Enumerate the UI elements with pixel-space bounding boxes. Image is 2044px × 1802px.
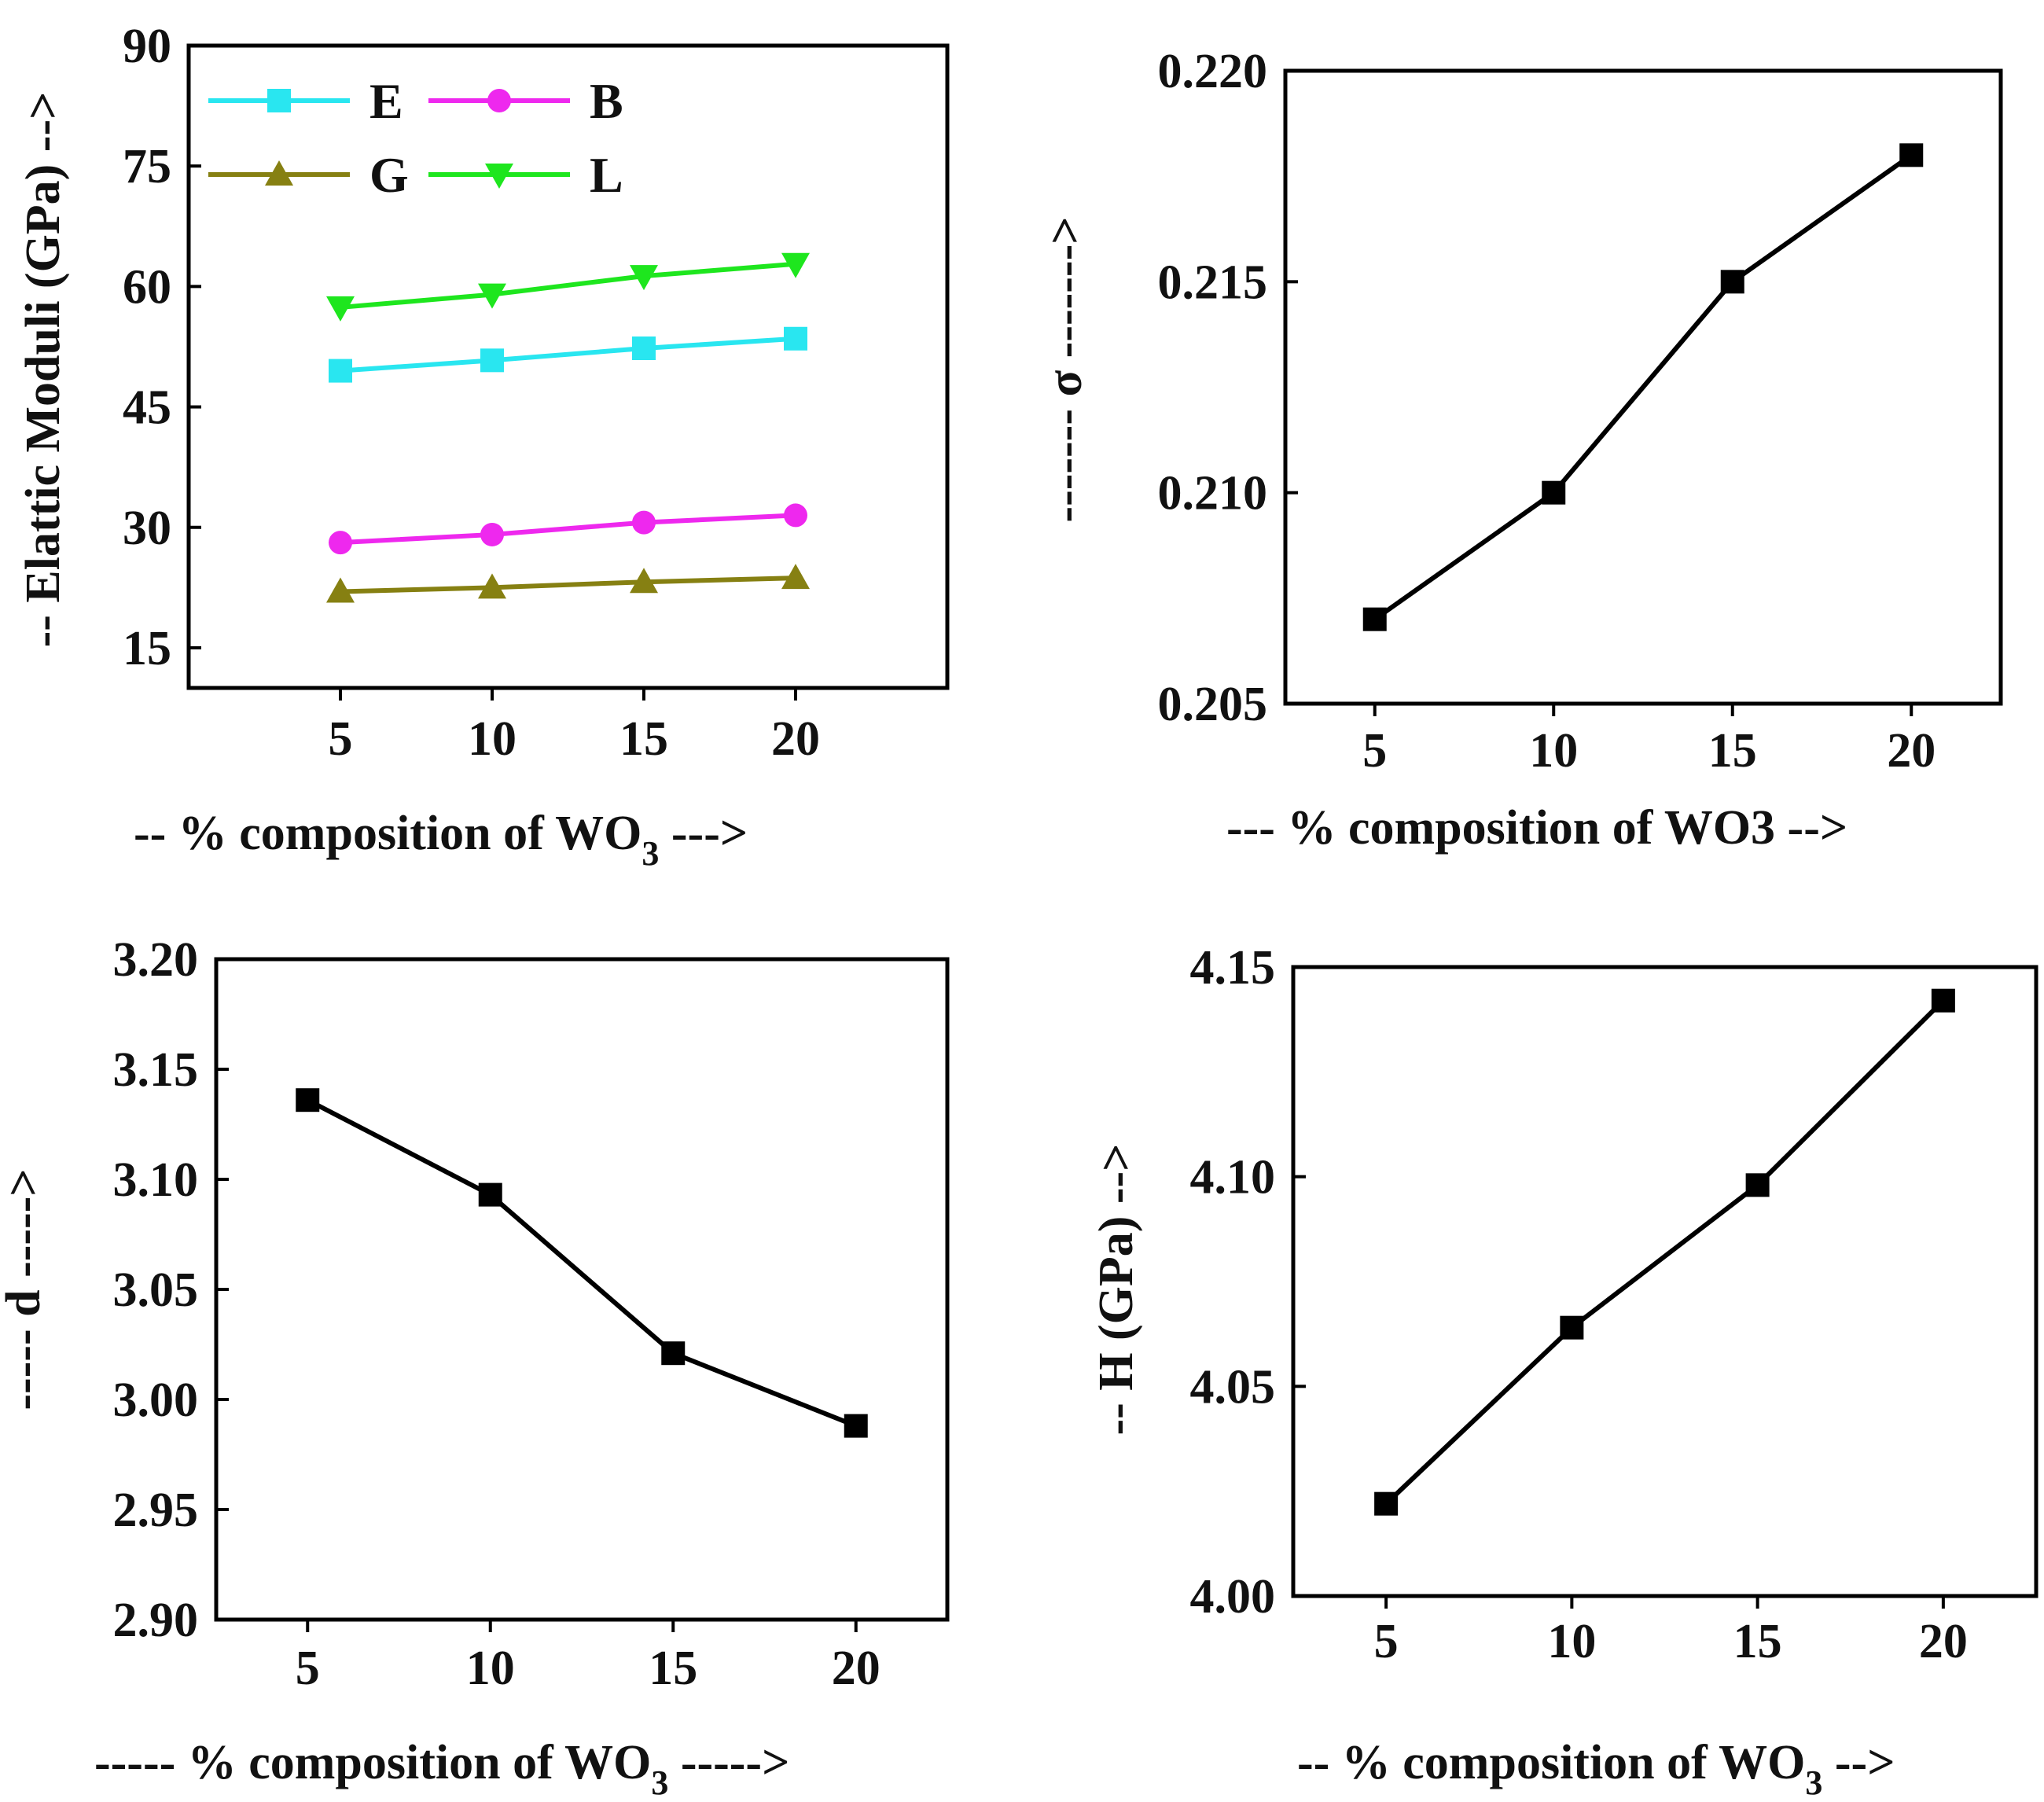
- x-axis-title: -- % composition of WO3 -->: [1297, 1736, 1895, 1802]
- x-tick-label: 20: [771, 712, 820, 766]
- y-tick-label: 0.205: [1158, 678, 1268, 731]
- marker-series-3: [1899, 143, 1924, 167]
- x-tick-label: 15: [649, 1642, 697, 1695]
- marker-g-0: [326, 577, 355, 603]
- y-tick-label: 2.95: [113, 1484, 199, 1537]
- marker-b-legend: [487, 89, 511, 112]
- marker-series-1: [1542, 480, 1566, 505]
- x-axis-title: -- % composition of WO3 --->: [134, 807, 748, 873]
- marker-b-0: [329, 531, 352, 555]
- marker-h-3: [1931, 988, 1955, 1013]
- x-tick-label: 10: [1529, 724, 1578, 778]
- y-tick-label: 30: [123, 502, 171, 555]
- y-tick-label: 0.215: [1158, 256, 1268, 309]
- marker-b-2: [632, 510, 656, 535]
- y-axis-title: ------- σ ------->: [1039, 216, 1092, 522]
- marker-series-2: [1720, 270, 1744, 294]
- marker-e-0: [329, 359, 352, 383]
- x-tick-label: 10: [466, 1642, 515, 1695]
- x-tick-label: 5: [1362, 724, 1387, 778]
- y-tick-label: 4.15: [1190, 941, 1276, 995]
- y-tick-label: 90: [123, 20, 171, 73]
- marker-d-1: [478, 1182, 502, 1207]
- x-tick-label: 20: [1887, 724, 1936, 778]
- marker-l-3: [781, 252, 810, 278]
- marker-e-legend: [267, 89, 291, 112]
- x-tick-label: 15: [619, 712, 668, 766]
- series-line-l: [340, 261, 796, 310]
- marker-g-legend: [265, 160, 293, 186]
- series-line-b: [340, 513, 796, 546]
- x-tick-label: 20: [1919, 1615, 1968, 1668]
- marker-b-1: [480, 522, 504, 546]
- panel-poisson-ratio: 0.205 0.210 0.215 0.220 5 10 15 20 --- % composi…: [1039, 45, 2003, 855]
- panel-hardness: 4.00 4.05 4.10 4.15 5 10 15 20 -- % composition …: [1090, 941, 2038, 1802]
- marker-d-0: [296, 1088, 320, 1112]
- series-line-g: [340, 576, 796, 594]
- y-tick-label: 0.220: [1158, 45, 1268, 98]
- x-axis-title: --- % composition of WO3 -->: [1226, 801, 1847, 855]
- x-tick-label: 5: [329, 712, 353, 766]
- x-tick-label: 15: [1733, 1615, 1782, 1668]
- x-tick-label: 5: [1374, 1615, 1399, 1668]
- marker-l-0: [326, 296, 355, 322]
- panel-elastic-moduli: 15 30 45 60 75 90 5 10 15 20 -- % composition of W…: [17, 20, 950, 873]
- legend-label-e: E: [369, 73, 403, 129]
- series-line-e: [340, 336, 796, 373]
- y-axis-title: -- H (GPa) -->: [1090, 1143, 1143, 1435]
- y-tick-label: 3.10: [113, 1153, 199, 1207]
- marker-b-3: [784, 503, 807, 528]
- marker-l-legend: [485, 164, 513, 189]
- y-tick-label: 4.05: [1190, 1360, 1276, 1414]
- marker-g-2: [630, 568, 658, 594]
- legend-label-l: L: [590, 147, 623, 203]
- y-tick-label: 4.00: [1190, 1570, 1276, 1624]
- marker-e-1: [480, 348, 504, 373]
- y-tick-label: 4.10: [1190, 1151, 1276, 1204]
- y-tick-label: 15: [123, 622, 171, 675]
- y-tick-label: 3.05: [113, 1263, 199, 1317]
- x-tick-label: 15: [1708, 724, 1757, 778]
- y-tick-label: 2.90: [113, 1594, 199, 1647]
- x-axis-title: ----- % composition of WO3 ----->: [94, 1736, 789, 1802]
- marker-d-2: [661, 1341, 686, 1366]
- marker-e-2: [632, 336, 656, 361]
- plot-frame: [1283, 68, 2003, 706]
- series-line-series: [1373, 153, 1913, 622]
- marker-l-2: [630, 265, 658, 291]
- marker-h-2: [1745, 1173, 1770, 1197]
- marker-h-1: [1560, 1315, 1584, 1340]
- marker-g-1: [478, 573, 506, 599]
- panel-density: 2.90 2.95 3.00 3.05 3.10 3.15 3.20 5 10 15 20 -----…: [0, 933, 950, 1802]
- y-tick-label: 75: [123, 140, 171, 193]
- marker-g-3: [781, 564, 810, 590]
- y-tick-label: 60: [123, 260, 171, 314]
- legend-label-g: G: [369, 147, 409, 203]
- marker-series-0: [1362, 607, 1387, 631]
- series-line-h: [1384, 998, 1945, 1506]
- marker-e-3: [784, 326, 807, 351]
- marker-d-3: [844, 1414, 868, 1438]
- y-tick-label: 3.15: [113, 1043, 199, 1097]
- series-line-d: [306, 1098, 857, 1429]
- x-tick-label: 5: [296, 1642, 320, 1695]
- plot-frame: [186, 43, 950, 690]
- x-tick-label: 10: [468, 712, 517, 766]
- legend-label-b: B: [590, 73, 623, 129]
- x-tick-label: 10: [1547, 1615, 1596, 1668]
- marker-h-0: [1374, 1491, 1399, 1516]
- y-tick-label: 3.00: [113, 1374, 199, 1427]
- y-axis-title: ----- d ----->: [0, 1168, 50, 1410]
- y-tick-label: 0.210: [1158, 467, 1268, 520]
- plot-frame: [214, 957, 950, 1622]
- marker-l-1: [478, 283, 506, 309]
- x-tick-label: 20: [832, 1642, 880, 1695]
- y-tick-label: 45: [123, 381, 171, 435]
- plot-frame: [1291, 965, 2038, 1598]
- y-axis-title: -- Elattic Moduli (GPa) -->: [17, 92, 70, 648]
- y-tick-label: 3.20: [113, 933, 199, 987]
